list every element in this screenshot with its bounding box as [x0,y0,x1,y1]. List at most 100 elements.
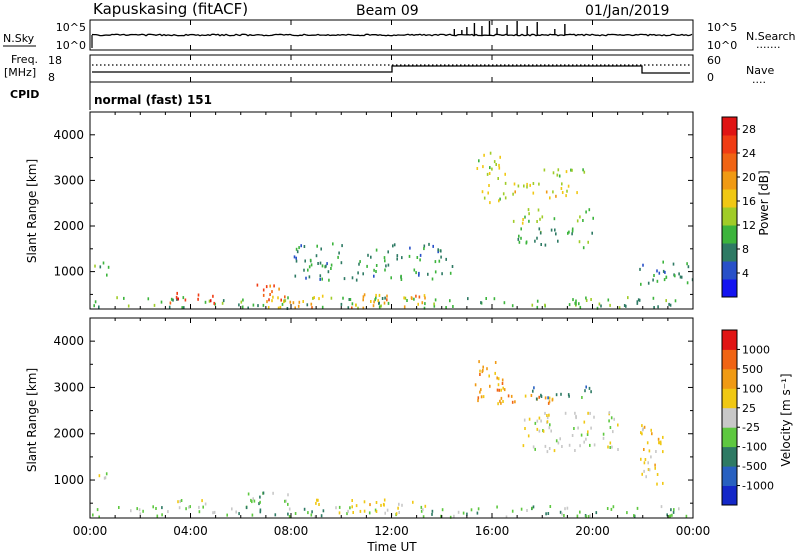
heatmap-cell [127,304,130,308]
freq-left-tick-top: 18 [48,54,62,67]
heatmap-cell [99,265,102,269]
heatmap-cell [370,255,372,259]
heatmap-cell [377,299,379,303]
heatmap-cell [327,270,330,274]
y-tick-label: 4000 [53,334,84,348]
heatmap-cell [672,262,675,266]
heatmap-cell [483,153,485,157]
heatmap-cell [330,263,333,267]
heatmap-cell [92,513,94,517]
heatmap-cell [325,264,327,268]
heatmap-cell [326,262,328,266]
heatmap-cell [476,167,479,170]
heatmap-cell [381,297,384,300]
heatmap-cell [423,244,426,248]
heatmap-cell [176,297,178,301]
heatmap-cell [571,227,574,231]
heatmap-cell [375,248,378,252]
velocity-panel-frame [89,317,694,519]
heatmap-cell [213,510,216,514]
power-ylabel: Slant Range [km] [25,159,39,263]
heatmap-cell [338,511,341,515]
heatmap-cell [297,304,300,308]
heatmap-cell [94,300,97,304]
heatmap-cell [222,299,225,303]
heatmap-cell [617,423,619,427]
heatmap-cell [445,306,447,309]
heatmap-cell [445,257,447,261]
heatmap-cell [322,509,325,513]
heatmap-cell [272,295,274,299]
heatmap-cell [440,255,442,259]
heatmap-cell [582,246,585,250]
heatmap-cell [295,247,298,251]
heatmap-cell [383,498,386,502]
heatmap-cell [107,265,110,269]
heatmap-cell [272,491,274,495]
heatmap-cell [666,513,668,517]
heatmap-cell [546,414,548,417]
heatmap-cell [549,505,552,508]
heatmap-cell [538,182,540,186]
heatmap-cell [480,301,482,305]
heatmap-cell [544,396,547,400]
heatmap-cell [481,190,484,194]
noise-right-tick-bottom: 10^0 [707,39,737,52]
heatmap-cell [384,296,386,300]
heatmap-cell [489,166,491,170]
heatmap-cell [513,182,516,186]
heatmap-cell [496,505,498,509]
heatmap-cell [238,512,240,516]
nave-label: Nave [746,64,774,77]
heatmap-cell [517,237,520,241]
noise-right-key: ....... [756,38,780,51]
heatmap-cell [387,250,389,254]
heatmap-cell [422,508,424,512]
heatmap-cell [269,284,271,288]
heatmap-cell [245,506,248,510]
heatmap-cell [581,396,583,399]
heatmap-cell [366,264,368,268]
heatmap-cell [493,160,496,164]
heatmap-cell [423,306,426,310]
heatmap-cell [532,389,534,393]
heatmap-cell [385,264,387,268]
heatmap-cell [383,301,386,305]
heatmap-cell [351,302,354,306]
heatmap-cell [559,437,561,441]
heatmap-cell [589,411,591,415]
heatmap-cell [678,272,680,276]
heatmap-cell [548,447,551,450]
heatmap-cell [452,305,454,308]
heatmap-cell [598,302,601,306]
heatmap-cell [311,510,313,514]
heatmap-cell [373,300,375,304]
heatmap-cell [316,498,318,502]
heatmap-cell [674,299,677,303]
x-tick-label: 12:00 [374,524,409,538]
heatmap-cell [668,515,670,519]
colorbar-segment [722,485,737,506]
heatmap-cell [343,277,346,281]
heatmap-cell [451,265,454,268]
heatmap-cell [642,427,644,431]
heatmap-cell [612,505,615,509]
heatmap-cell [643,469,645,473]
heatmap-cell [579,510,581,514]
heatmap-cell [633,514,636,518]
heatmap-cell [502,192,505,196]
heatmap-cell [561,445,563,448]
colorbar-segment [722,407,737,428]
heatmap-cell [657,305,659,309]
heatmap-cell [247,306,249,310]
colorbar-tick-label: 20 [742,171,756,184]
heatmap-cell [547,512,550,515]
heatmap-cell [466,512,468,516]
heatmap-cell [609,441,612,445]
heatmap-cell [403,296,405,300]
colorbar-segment [722,330,737,350]
heatmap-cell [652,278,654,282]
heatmap-cell [387,263,390,267]
heatmap-cell [686,262,688,266]
heatmap-cell [618,306,621,310]
